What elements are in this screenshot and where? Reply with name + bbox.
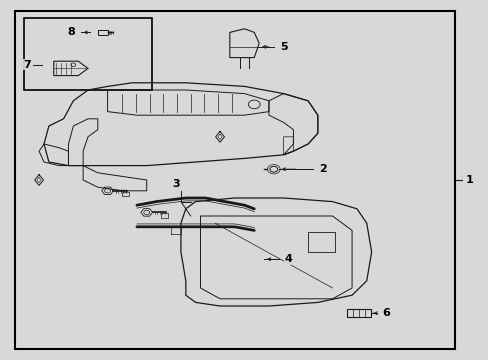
Text: 7: 7 <box>23 60 31 70</box>
Bar <box>307 232 334 252</box>
Text: 1: 1 <box>465 175 472 185</box>
Text: 4: 4 <box>284 254 292 264</box>
Bar <box>161 213 168 218</box>
Text: 5: 5 <box>279 42 287 52</box>
Text: 6: 6 <box>382 308 389 318</box>
Bar <box>122 192 129 196</box>
Text: 2: 2 <box>318 164 326 174</box>
Text: 8: 8 <box>67 27 75 37</box>
Text: 3: 3 <box>172 179 180 189</box>
Bar <box>346 309 370 317</box>
Bar <box>98 30 107 35</box>
Bar <box>24 18 151 90</box>
